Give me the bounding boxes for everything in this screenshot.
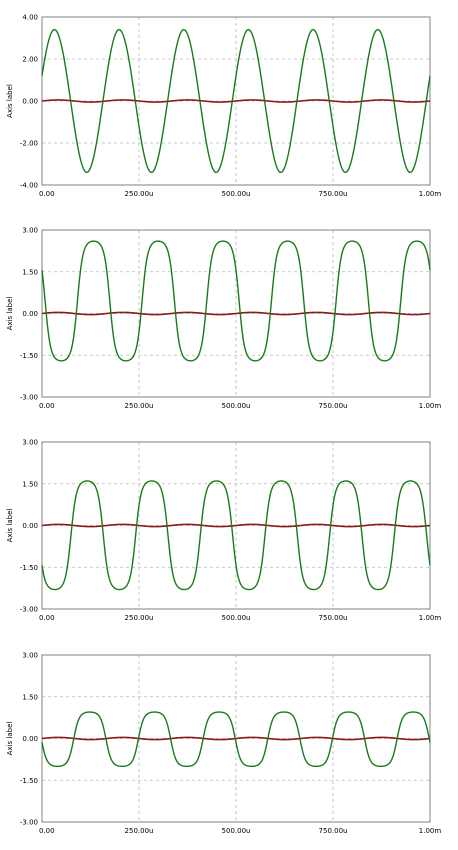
y-tick-label: 0.00 bbox=[22, 735, 38, 743]
x-tick-label: 750.00u bbox=[319, 402, 348, 410]
y-tick-label: -3.00 bbox=[20, 394, 38, 402]
series-line-green bbox=[41, 28, 431, 174]
y-tick-label: -3.00 bbox=[20, 606, 38, 614]
x-tick-label: 750.00u bbox=[319, 190, 348, 198]
series-line-red bbox=[41, 523, 431, 528]
series-line-red bbox=[41, 736, 431, 741]
y-tick-label: 1.50 bbox=[22, 480, 38, 488]
y-tick-label: -1.50 bbox=[20, 777, 38, 785]
x-tick-label: 0.00 bbox=[39, 614, 55, 622]
y-tick-label: -1.50 bbox=[20, 352, 38, 360]
x-tick-label: 500.00u bbox=[222, 614, 251, 622]
y-axis-label: Axis label bbox=[6, 297, 14, 331]
y-tick-label: -1.50 bbox=[20, 564, 38, 572]
y-tick-label: 4.00 bbox=[22, 14, 38, 22]
x-tick-label: 750.00u bbox=[319, 827, 348, 835]
y-tick-label: 0.00 bbox=[22, 522, 38, 530]
chart-panel-3: 3.001.500.00-1.50-3.000.00 250.00u 500.00u… bbox=[6, 439, 441, 623]
x-tick-label: 250.00u bbox=[125, 827, 154, 835]
series-line-green bbox=[41, 711, 431, 768]
y-tick-label: 3.00 bbox=[22, 439, 38, 447]
y-tick-label: -2.00 bbox=[20, 140, 38, 148]
x-tick-label: 250.00u bbox=[125, 190, 154, 198]
y-axis-label: Axis label bbox=[6, 509, 14, 543]
x-tick-label: 1.00m bbox=[419, 402, 442, 410]
series-line-green bbox=[41, 240, 431, 362]
x-tick-label: 500.00u bbox=[222, 190, 251, 198]
x-tick-label: 250.00u bbox=[125, 402, 154, 410]
y-tick-label: 1.50 bbox=[22, 268, 38, 276]
x-tick-label: 500.00u bbox=[222, 402, 251, 410]
x-tick-label: 1.00m bbox=[419, 614, 442, 622]
x-tick-label: 250.00u bbox=[125, 614, 154, 622]
x-tick-label: 0.00 bbox=[39, 402, 55, 410]
series-line-red bbox=[41, 311, 431, 316]
chart-panel-4: 3.001.500.00-1.50-3.000.00 250.00u 500.00u… bbox=[6, 652, 441, 836]
x-tick-label: 0.00 bbox=[39, 827, 55, 835]
y-tick-label: 2.00 bbox=[22, 56, 38, 64]
y-tick-label: 0.00 bbox=[22, 310, 38, 318]
y-tick-label: 3.00 bbox=[22, 227, 38, 235]
y-tick-label: -4.00 bbox=[20, 182, 38, 190]
chart-panel-1: 4.002.000.00-2.00-4.000.00 250.00u 500.00u… bbox=[6, 14, 441, 199]
series-line-red bbox=[41, 99, 431, 103]
y-tick-label: 3.00 bbox=[22, 652, 38, 660]
x-tick-label: 750.00u bbox=[319, 614, 348, 622]
y-tick-label: -3.00 bbox=[20, 819, 38, 827]
y-axis-label: Axis label bbox=[6, 722, 14, 756]
series-line-green bbox=[41, 480, 431, 591]
y-tick-label: 0.00 bbox=[22, 98, 38, 106]
x-tick-label: 0.00 bbox=[39, 190, 55, 198]
x-tick-label: 500.00u bbox=[222, 827, 251, 835]
x-tick-label: 1.00m bbox=[419, 827, 442, 835]
x-tick-label: 1.00m bbox=[419, 190, 442, 198]
chart-panel-2: 3.001.500.00-1.50-3.000.00 250.00u 500.00u… bbox=[6, 227, 441, 411]
y-tick-label: 1.50 bbox=[22, 693, 38, 701]
y-axis-label: Axis label bbox=[6, 84, 14, 118]
